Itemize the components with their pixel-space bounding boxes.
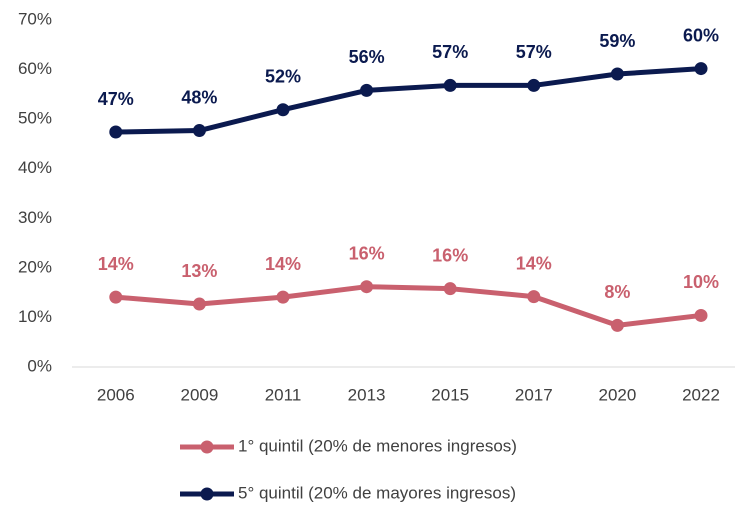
marker [694,62,708,76]
value-label: 14% [98,254,134,274]
value-label: 16% [432,245,468,265]
marker [443,282,457,296]
marker [527,78,541,92]
value-label: 60% [683,25,719,45]
value-label: 56% [349,47,385,67]
value-label: 13% [181,261,217,281]
y-tick-label: 60% [18,59,52,78]
value-label: 47% [98,89,134,109]
marker [694,308,708,322]
marker [192,124,206,138]
value-label: 14% [516,253,552,273]
y-tick-label: 50% [18,109,52,128]
x-tick-label: 2015 [431,385,469,404]
value-label: 52% [265,66,301,86]
x-tick-label: 2022 [682,385,720,404]
x-tick-label: 2017 [515,385,553,404]
x-tick-label: 2006 [97,385,135,404]
marker [276,290,290,304]
y-tick-label: 30% [18,208,52,227]
legend-label: 1° quintil (20% de menores ingresos) [238,436,517,455]
x-tick-label: 2011 [265,385,302,404]
marker [443,78,457,92]
legend-swatch-marker [200,440,214,454]
marker [109,290,123,304]
value-label: 57% [432,42,468,62]
x-tick-label: 2013 [348,385,386,404]
marker [109,125,123,139]
value-label: 14% [265,254,301,274]
y-tick-label: 40% [18,158,52,177]
value-label: 57% [516,42,552,62]
value-label: 8% [604,282,630,302]
value-label: 10% [683,272,719,292]
y-tick-label: 10% [18,307,52,326]
series-line [115,284,702,328]
x-tick-label: 2009 [180,385,218,404]
legend-swatch-marker [200,487,214,501]
y-tick-label: 20% [18,257,52,276]
marker [276,103,290,117]
marker [360,83,374,97]
value-label: 59% [599,31,635,51]
y-tick-label: 70% [18,9,52,28]
x-tick-label: 2020 [598,385,636,404]
value-label: 48% [181,87,217,107]
marker [527,290,541,304]
y-tick-label: 0% [27,356,52,375]
series-line [115,66,702,135]
marker [610,318,624,332]
marker [192,297,206,311]
legend-label: 5° quintil (20% de mayores ingresos) [238,483,516,502]
marker [610,67,624,81]
value-label: 16% [349,243,385,263]
marker [360,280,374,294]
